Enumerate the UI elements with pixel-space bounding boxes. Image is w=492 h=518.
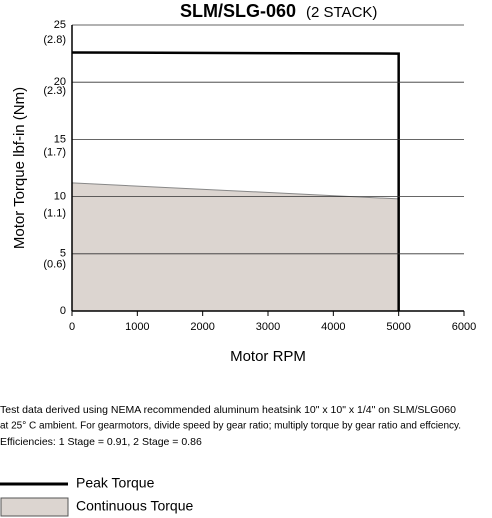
x-tick-label: 0 [69,321,75,333]
x-tick-label: 6000 [452,321,476,333]
y-tick-label: 10 [54,191,66,203]
line [71,51,400,311]
x-tick-label: 1000 [125,321,149,333]
x-tick-label: 4000 [321,321,345,333]
note: Test data derived using NEMA recommended… [0,404,456,416]
chart-subtitle: (2 STACK) [306,4,377,21]
x-tick-label: 5000 [386,321,410,333]
y-tick-label: 5 [60,248,66,260]
y2-tick-label: (2.8) [43,34,66,46]
x-tick-label: 3000 [256,321,280,333]
x-tick-label: 2000 [190,321,214,333]
y-tick-label: 20 [54,76,66,88]
area [71,182,400,312]
chart-title: SLM/SLG-060 [180,1,296,21]
y-axis-label: Motor Torque lbf-in (Nm) [11,87,28,249]
y-tick-label: 15 [54,133,66,145]
y2-tick-label: (1.7) [43,146,66,158]
y-tick-label: 25 [54,19,66,31]
y2-tick-label: (0.6) [43,259,66,271]
note: at 25° C ambient. For gearmotors, divide… [0,421,461,432]
x-axis-label: Motor RPM [230,348,306,365]
note: Efficiencies: 1 Stage = 0.91, 2 Stage = … [0,436,202,448]
y2-tick-label: (1.1) [43,208,66,220]
legend-label: Peak Torque [76,475,155,491]
y2-tick-label: (2.3) [43,85,66,97]
legend-label: Continuous Torque [76,498,193,514]
legend-swatch [0,497,69,517]
y-tick-label: 0 [60,305,66,317]
